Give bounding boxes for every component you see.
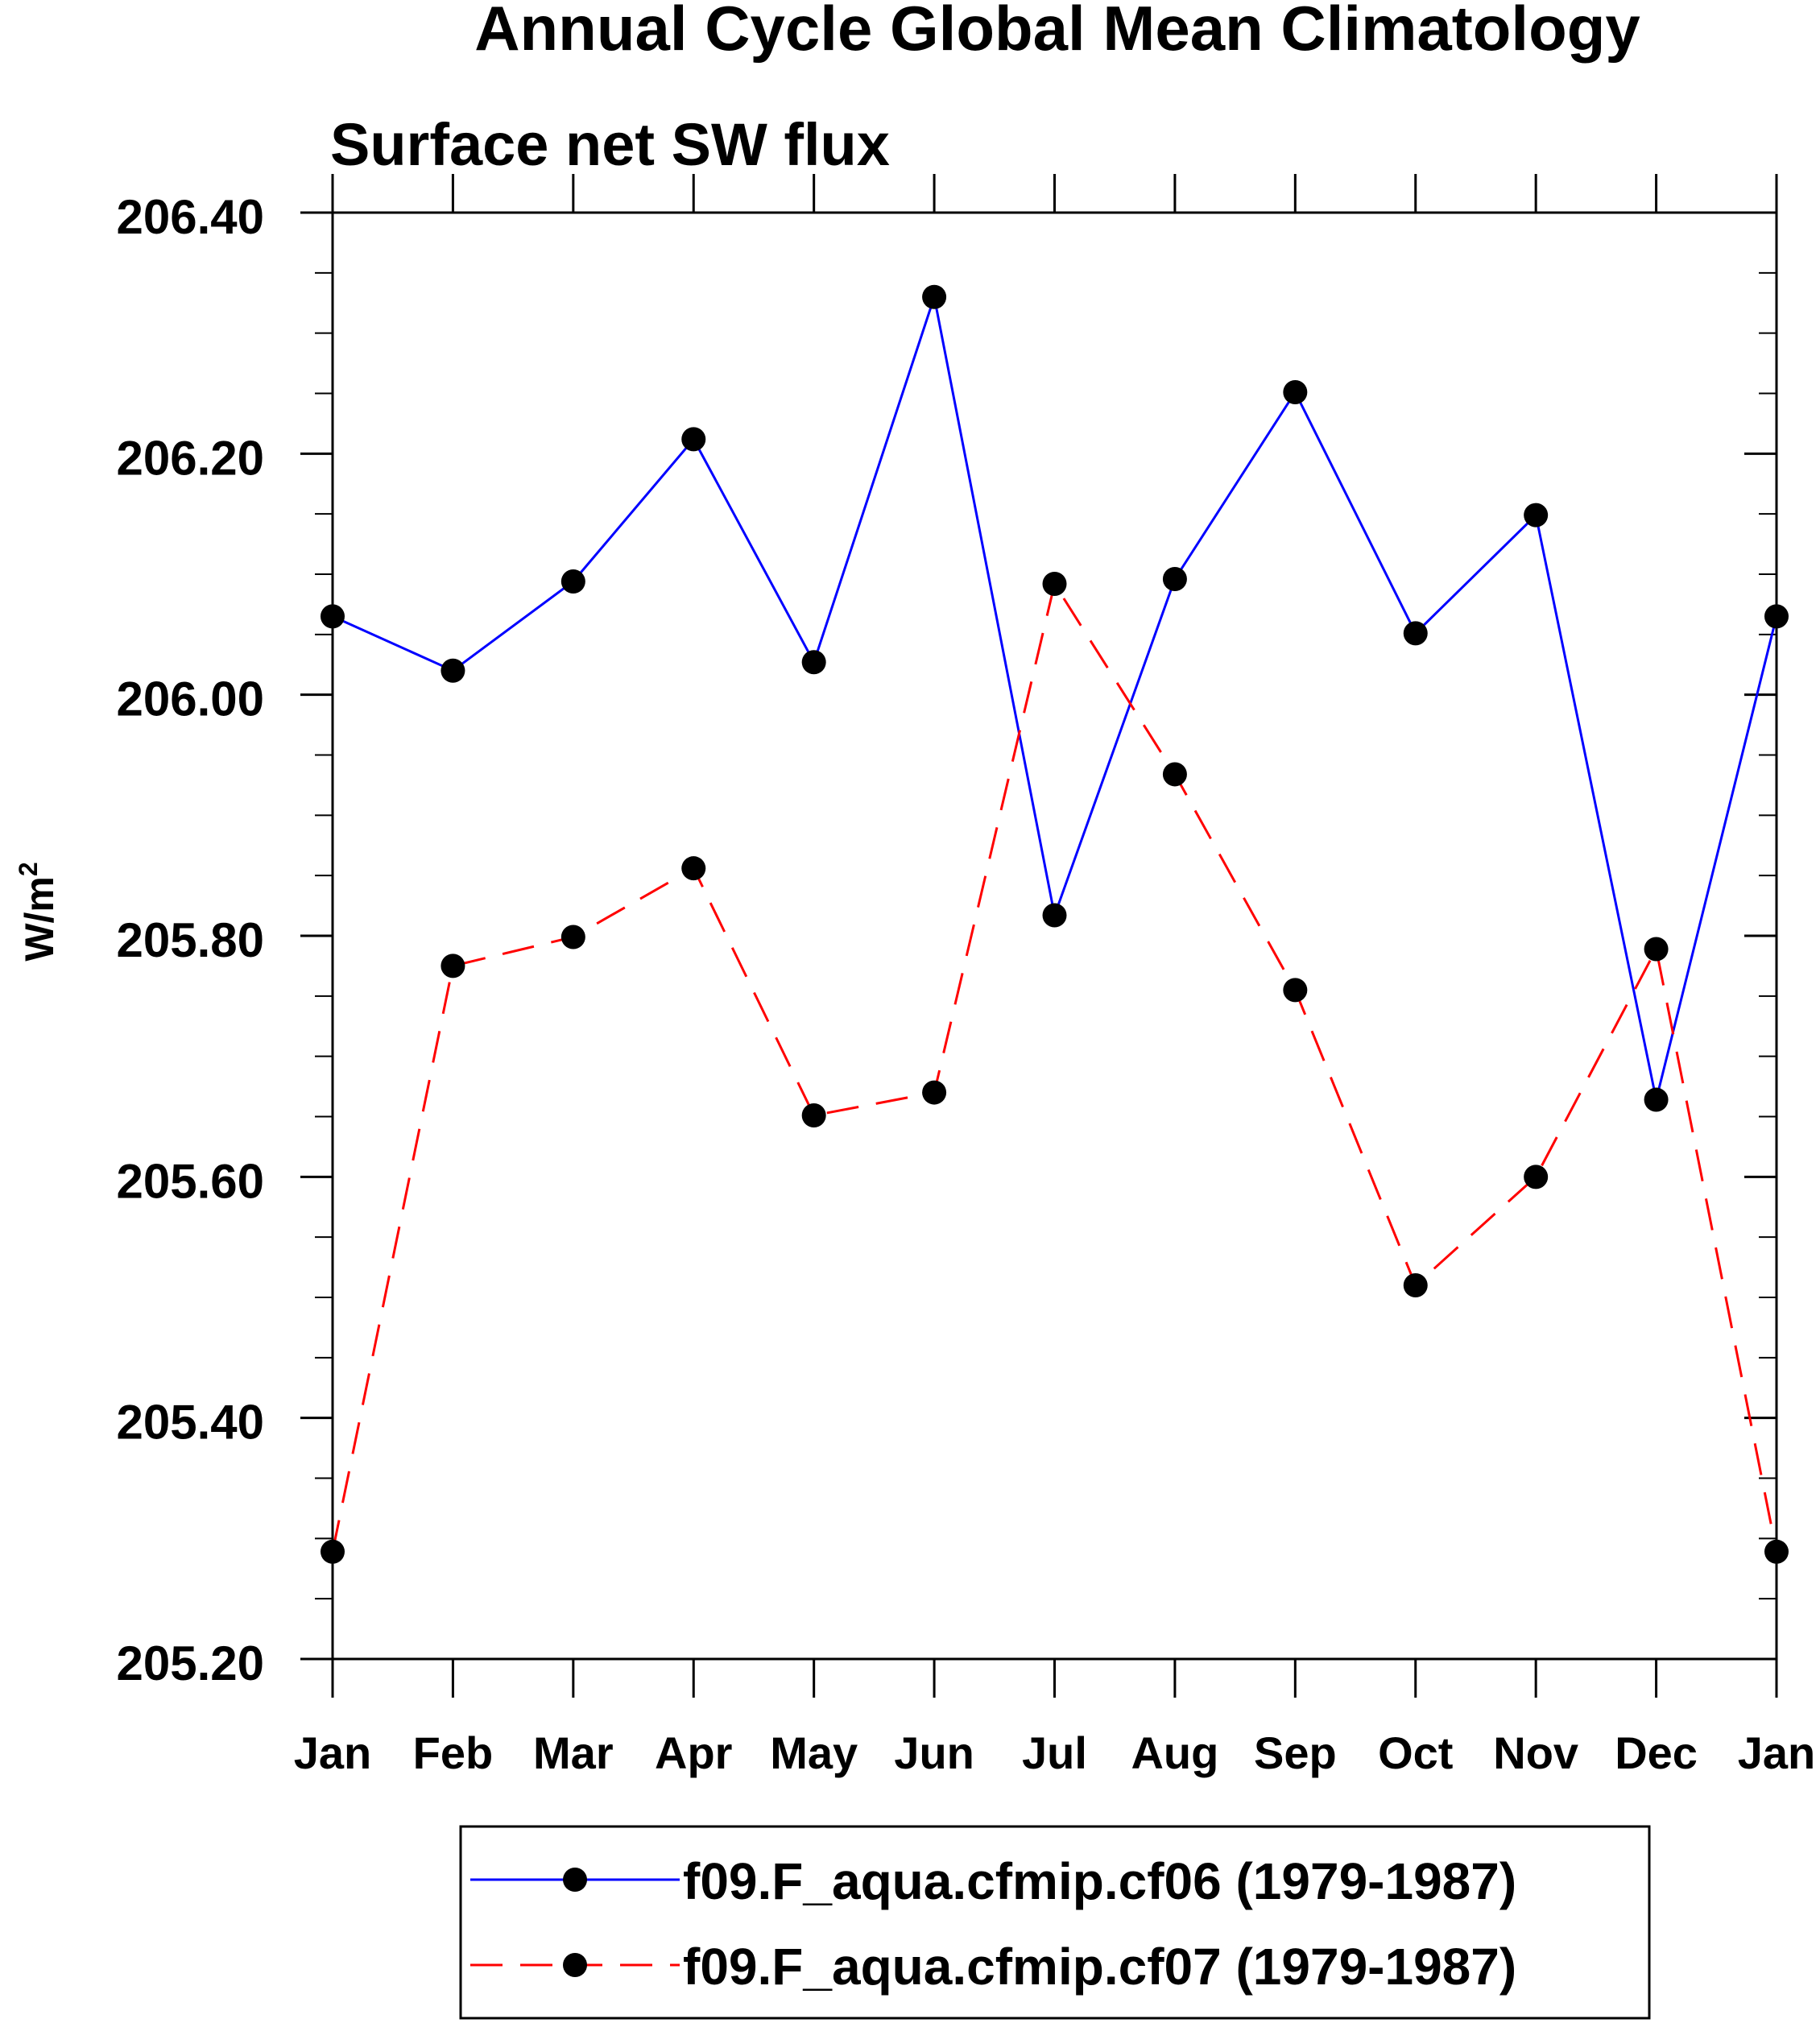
series-1-point <box>1764 604 1789 629</box>
series-1-point <box>1283 380 1308 405</box>
y-axis-label: W/m2 <box>14 862 62 961</box>
series-1-point <box>681 427 706 452</box>
legend: f09.F_aqua.cfmip.cf06 (1979-1987) f09.F_a… <box>459 1825 1651 2020</box>
plot-area: 205.20 205.40 205.60 205.80 206.00 206.20 206.… <box>116 174 1815 1778</box>
series-2-point <box>1524 1165 1549 1189</box>
series-1-point <box>441 658 465 683</box>
series-2-point <box>321 1539 345 1564</box>
series-1-point <box>1403 621 1428 646</box>
series-2-point <box>801 1103 826 1128</box>
series-2-point <box>1283 978 1308 1003</box>
series-line-1 <box>332 292 1778 1100</box>
x-tick-label: Jan <box>294 1727 372 1778</box>
x-tick-label: Jul <box>1022 1727 1087 1778</box>
series-2-point <box>922 1080 947 1105</box>
plot-frame <box>331 211 1778 1661</box>
x-tick-label: Nov <box>1493 1727 1578 1778</box>
y-tick-label: 206.00 <box>116 672 264 726</box>
chart-title: Annual Cycle Global Mean Climatology <box>474 0 1640 64</box>
x-tick-label: Oct <box>1378 1727 1453 1778</box>
series-1-point <box>1042 903 1067 928</box>
y-axis-label-exponent: 2 <box>14 862 43 876</box>
x-tick-label: Sep <box>1254 1727 1337 1778</box>
y-tick-label: 205.20 <box>116 1636 264 1690</box>
series-2-point <box>1403 1273 1428 1298</box>
x-tick-label: Dec <box>1615 1727 1698 1778</box>
legend-marker-2 <box>563 1953 587 1977</box>
series-2-point <box>441 954 465 978</box>
legend-label-2: f09.F_aqua.cfmip.cf07 (1979-1987) <box>683 1938 1516 1996</box>
series-1-point <box>801 650 826 675</box>
legend-label-1: f09.F_aqua.cfmip.cf06 (1979-1987) <box>683 1852 1516 1910</box>
series-line-2 <box>331 581 1778 1553</box>
x-tick-label: May <box>770 1727 858 1778</box>
x-tick-label: Jan <box>1738 1727 1816 1778</box>
series-1-point <box>560 569 585 594</box>
series-2-point <box>1764 1539 1789 1564</box>
series-1-point <box>321 604 345 629</box>
chart-subtitle: Surface net SW flux <box>330 111 890 178</box>
legend-box <box>459 1825 1651 2020</box>
y-tick-label: 205.40 <box>116 1396 264 1450</box>
series-2-point <box>681 856 706 881</box>
x-tick-label: Jun <box>894 1727 974 1778</box>
y-tick-label: 205.80 <box>116 913 264 967</box>
legend-marker-1 <box>563 1868 587 1892</box>
x-tick-label: Aug <box>1131 1727 1218 1778</box>
series-2-point <box>560 925 585 949</box>
series-2-point <box>1644 937 1669 962</box>
series-2-point <box>1042 571 1067 596</box>
y-axis-label-unit: W/m <box>17 876 62 962</box>
x-tick-label: Feb <box>413 1727 494 1778</box>
y-tick-label: 205.60 <box>116 1154 264 1208</box>
y-tick-label: 206.20 <box>116 431 264 485</box>
x-tick-label: Mar <box>533 1727 614 1778</box>
series-1-point <box>1524 503 1549 527</box>
series-1-point <box>1162 566 1187 591</box>
x-tick-label: Apr <box>655 1727 732 1778</box>
series-2-point <box>1162 762 1187 787</box>
series-1-point <box>922 284 947 309</box>
y-tick-label: 206.40 <box>116 190 264 244</box>
series-1-point <box>1644 1087 1669 1112</box>
